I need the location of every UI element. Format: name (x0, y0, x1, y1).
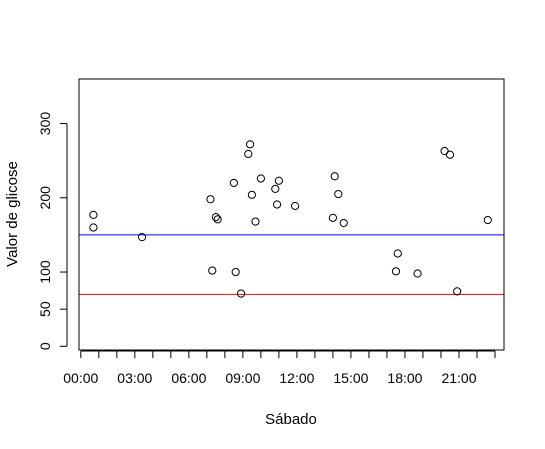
data-point (413, 269, 422, 278)
y-tick-label: 300 (37, 112, 53, 136)
data-point (245, 140, 255, 149)
data-point (271, 184, 280, 193)
data-point (272, 200, 282, 209)
data-point (334, 189, 343, 199)
data-point (393, 249, 402, 258)
y-axis-title: Valor de glicose (4, 161, 21, 267)
plot-frame (78, 78, 505, 351)
y-tick-label: 100 (37, 260, 53, 284)
x-axis-title: Sábado (265, 411, 317, 428)
y-tick-label: 200 (37, 186, 53, 210)
data-points (89, 140, 492, 298)
y-tick-label: 50 (37, 301, 53, 317)
data-point (247, 190, 256, 199)
data-point (251, 217, 260, 226)
data-point (339, 218, 348, 228)
x-tick-label: 00:00 (63, 370, 98, 386)
x-axis: 00:00 03:00 06:00 09:00 12:00 15:00 18:00 21:00 (63, 350, 496, 386)
data-point (391, 267, 401, 276)
x-tick-label: 18:00 (387, 370, 422, 386)
y-tick-label: 0 (37, 342, 53, 350)
x-tick-label: 21:00 (441, 370, 476, 386)
data-point (328, 213, 338, 222)
y-axis: 0 50 100 200 300 (37, 112, 68, 350)
x-tick-label: 12:00 (279, 370, 314, 386)
data-point (236, 289, 246, 298)
data-point (231, 267, 240, 277)
data-point (208, 266, 217, 275)
data-point (453, 287, 462, 296)
data-point (445, 150, 455, 159)
data-point (229, 178, 238, 188)
data-point (440, 146, 449, 156)
data-point (89, 223, 98, 232)
data-point (244, 149, 253, 159)
x-tick-label: 15:00 (333, 370, 368, 386)
data-point (89, 210, 98, 219)
x-tick-label: 09:00 (225, 370, 260, 386)
data-point (137, 233, 147, 242)
data-point (213, 215, 222, 224)
data-point (206, 195, 215, 204)
data-point (211, 212, 220, 222)
reference-lines (79, 234, 504, 295)
data-point (256, 174, 265, 183)
data-point (330, 172, 339, 181)
x-tick-label: 03:00 (117, 370, 152, 386)
data-point (483, 215, 492, 225)
x-tick-label: 06:00 (171, 370, 206, 386)
data-point (274, 176, 283, 185)
data-point (291, 201, 300, 211)
